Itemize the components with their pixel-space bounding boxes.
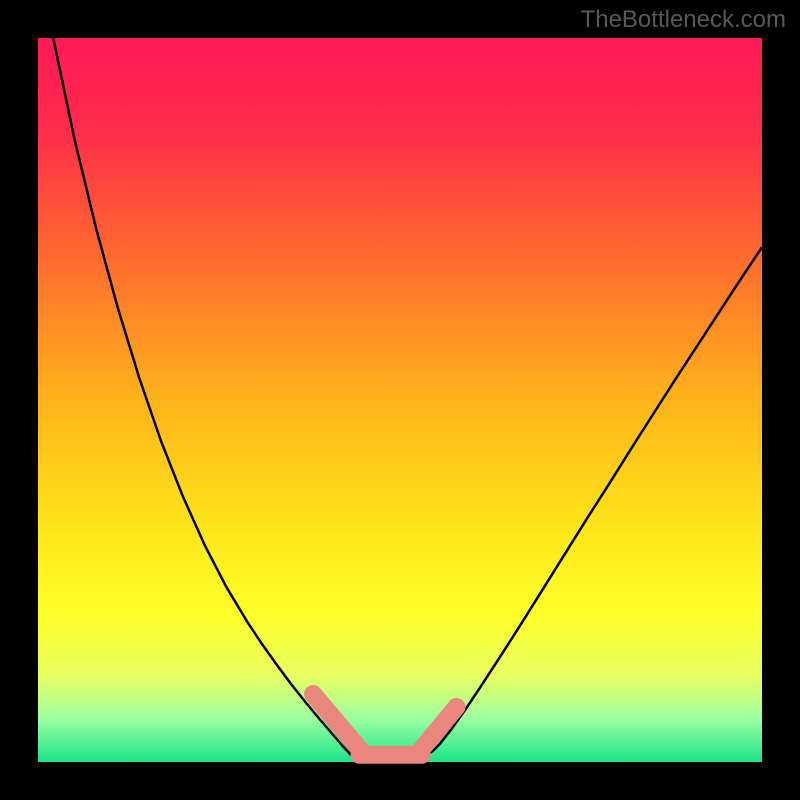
bottleneck-curve xyxy=(53,38,762,762)
chart-area xyxy=(38,38,762,762)
watermark-text: TheBottleneck.com xyxy=(581,6,786,34)
chart-svg xyxy=(38,38,762,762)
highlight-marker xyxy=(313,694,456,755)
